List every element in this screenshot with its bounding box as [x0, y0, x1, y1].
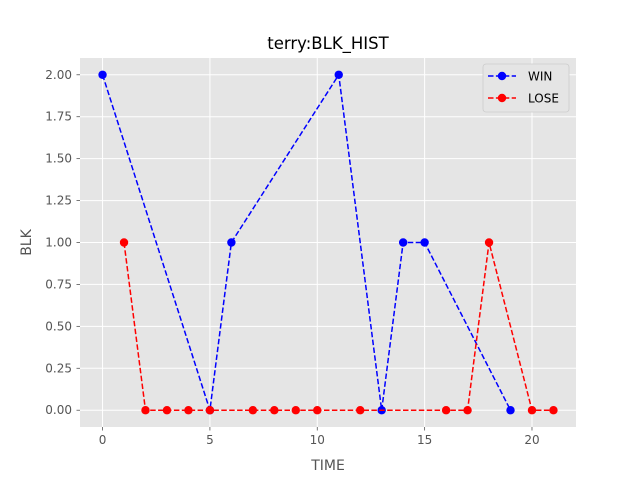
- grid: [80, 58, 576, 427]
- series-win-point: [334, 70, 343, 79]
- series-lose-point: [205, 406, 215, 415]
- series-lose-point: [119, 238, 129, 247]
- x-tick-label: 5: [206, 433, 214, 447]
- series-lose-point: [162, 406, 172, 415]
- y-tick-label: 1.25: [45, 194, 72, 208]
- x-axis-label: TIME: [310, 458, 345, 474]
- series-lose-point: [463, 406, 472, 415]
- legend-win-label: WIN: [528, 70, 552, 84]
- y-tick-label: 0.50: [45, 319, 72, 333]
- series-lose-point: [484, 238, 494, 247]
- series-lose-point: [291, 406, 300, 415]
- legend-lose-label: LOSE: [528, 92, 559, 106]
- series-lose-point: [356, 406, 365, 415]
- x-tick-label: 20: [524, 433, 539, 447]
- y-tick-label: 0.00: [45, 403, 72, 417]
- legend-lose-marker: [497, 93, 507, 103]
- chart-title: terry:BLK_HIST: [267, 34, 389, 54]
- legend-win-marker: [497, 71, 507, 81]
- x-tick-label: 0: [99, 433, 107, 447]
- y-tick-label: 0.75: [45, 277, 72, 291]
- series-lose: [119, 238, 558, 415]
- series-win-point: [98, 70, 107, 79]
- series-lose-point: [527, 406, 537, 415]
- series-lose-point: [270, 406, 279, 415]
- series-layer: [98, 70, 558, 415]
- series-win-point: [506, 406, 515, 415]
- series-lose-point: [441, 406, 451, 415]
- series-lose-point: [184, 406, 193, 415]
- series-win-point: [398, 238, 408, 247]
- y-ticks: 0.00 0.25 0.50 0.75 1.00 1.25 1.50 1.75 2.00: [45, 68, 80, 417]
- series-lose-point: [141, 406, 150, 415]
- y-tick-label: 1.75: [45, 110, 72, 124]
- x-tick-label: 10: [310, 433, 325, 447]
- series-lose-point: [248, 406, 258, 415]
- y-tick-label: 2.00: [45, 68, 72, 82]
- series-lose-point: [549, 406, 558, 415]
- legend: WIN LOSE: [482, 63, 570, 113]
- series-win-point: [420, 238, 429, 247]
- x-tick-label: 15: [417, 433, 432, 447]
- y-tick-label: 1.50: [45, 152, 72, 166]
- x-ticks: 0 5 10 15 20: [99, 427, 540, 447]
- y-axis-label: BLK: [19, 228, 35, 255]
- series-lose-point: [313, 406, 322, 415]
- y-tick-label: 1.00: [45, 236, 72, 250]
- y-tick-label: 0.25: [45, 361, 72, 375]
- series-win-point: [227, 238, 236, 247]
